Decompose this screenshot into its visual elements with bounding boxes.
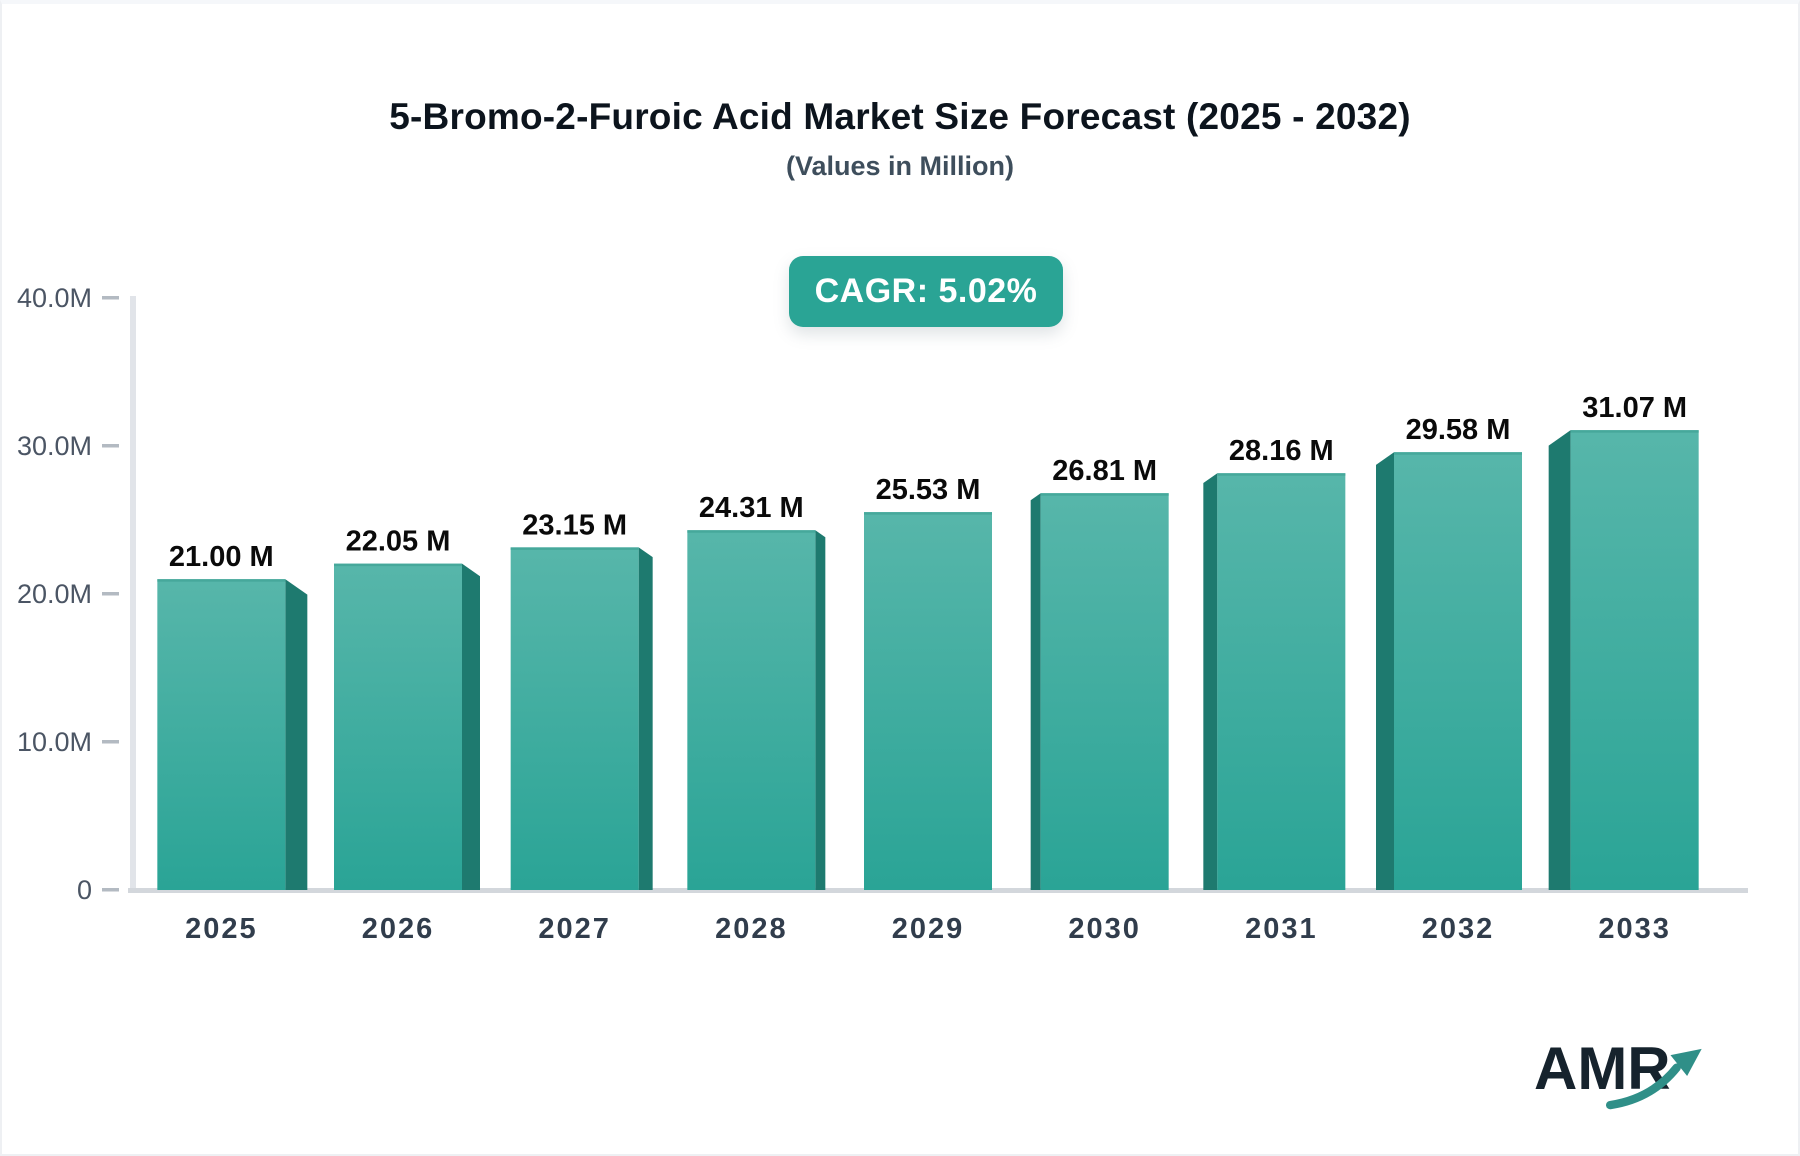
bar-value-label: 29.58 M (1406, 414, 1511, 446)
bar-value-label: 31.07 M (1582, 392, 1687, 424)
amr-logo: AMR (1534, 1034, 1764, 1129)
y-axis-label: 10.0M (17, 727, 92, 757)
bar-value-label: 25.53 M (876, 474, 981, 506)
bar-top-edge (157, 579, 286, 582)
bar-2026[interactable]: 22.05 M 2026 (334, 526, 480, 945)
x-axis-label: 2029 (892, 913, 965, 945)
y-axis-label: 20.0M (17, 579, 92, 609)
x-axis-label: 2028 (715, 913, 788, 945)
y-axis-tick (102, 444, 119, 448)
bar-front-face (1394, 452, 1522, 890)
y-axis-tick (102, 888, 119, 892)
bar-front-face (334, 563, 462, 890)
bar-top-edge (864, 512, 992, 515)
x-axis-label: 2027 (538, 913, 611, 945)
growth-arrow-icon (1606, 1048, 1702, 1110)
bar-side-face (1376, 452, 1394, 890)
y-axis-line (130, 296, 136, 890)
bar-top-edge (1040, 493, 1169, 496)
bar-2025[interactable]: 21.00 M 2025 (157, 541, 308, 945)
y-axis-label: 0 (77, 875, 92, 905)
bar-2032[interactable]: 29.58 M 2032 (1376, 414, 1522, 945)
bar-value-label: 24.31 M (699, 492, 804, 524)
bar-front-face (1570, 430, 1699, 890)
bar-side-face (1203, 473, 1218, 890)
cagr-badge-label: CAGR: 5.02% (814, 272, 1038, 310)
bar-2031[interactable]: 28.16 M 2031 (1203, 435, 1346, 945)
cagr-badge: CAGR: 5.02% (789, 256, 1063, 327)
x-axis-label: 2026 (362, 913, 435, 945)
y-axis-tick (102, 296, 119, 300)
x-axis-line (128, 888, 1748, 893)
bar-top-edge (334, 563, 462, 567)
bar-front-face (1217, 473, 1346, 890)
bar-front-face (157, 579, 286, 890)
y-axis-tick (102, 592, 119, 596)
page-title: 5-Bromo-2-Furoic Acid Market Size Foreca… (389, 96, 1411, 137)
bar-front-face (687, 530, 816, 890)
bar-top-edge (1217, 473, 1346, 476)
bar-side-face (638, 547, 653, 890)
bar-top-edge (687, 530, 816, 533)
y-axis-label: 30.0M (17, 431, 92, 461)
bar-2030[interactable]: 26.81 M 2030 (1030, 455, 1169, 945)
bar-2028[interactable]: 24.31 M 2028 (687, 492, 826, 945)
y-axis-label: 40.0M (17, 283, 92, 313)
x-axis-label: 2033 (1598, 913, 1671, 945)
bar-front-face (510, 547, 639, 890)
bar-side-face (815, 530, 826, 890)
page-subtitle: (Values in Million) (785, 151, 1015, 181)
bar-top-edge (1570, 430, 1699, 433)
bar-2029[interactable]: 25.53 M 2029 (864, 474, 992, 945)
bar-value-label: 22.05 M (346, 526, 451, 558)
bar-front-face (864, 512, 992, 890)
bar-front-face (1040, 493, 1169, 890)
bar-2027[interactable]: 23.15 M 2027 (510, 509, 653, 945)
bar-value-label: 26.81 M (1052, 455, 1157, 487)
x-axis-label: 2031 (1245, 913, 1318, 945)
x-axis-label: 2032 (1422, 913, 1495, 945)
x-axis-label: 2025 (185, 913, 258, 945)
bar-2033[interactable]: 31.07 M 2033 (1548, 392, 1699, 945)
y-axis-tick (102, 740, 119, 744)
bar-side-face (1548, 430, 1571, 890)
bar-top-edge (1394, 452, 1522, 455)
bar-value-label: 23.15 M (522, 509, 627, 541)
bar-side-face (1030, 493, 1041, 890)
bar-side-face (285, 579, 308, 890)
x-axis-label: 2030 (1068, 913, 1141, 945)
bar-value-label: 28.16 M (1229, 435, 1334, 467)
bar-side-face (462, 563, 480, 890)
bar-top-edge (510, 547, 639, 550)
bar-value-label: 21.00 M (169, 541, 274, 573)
